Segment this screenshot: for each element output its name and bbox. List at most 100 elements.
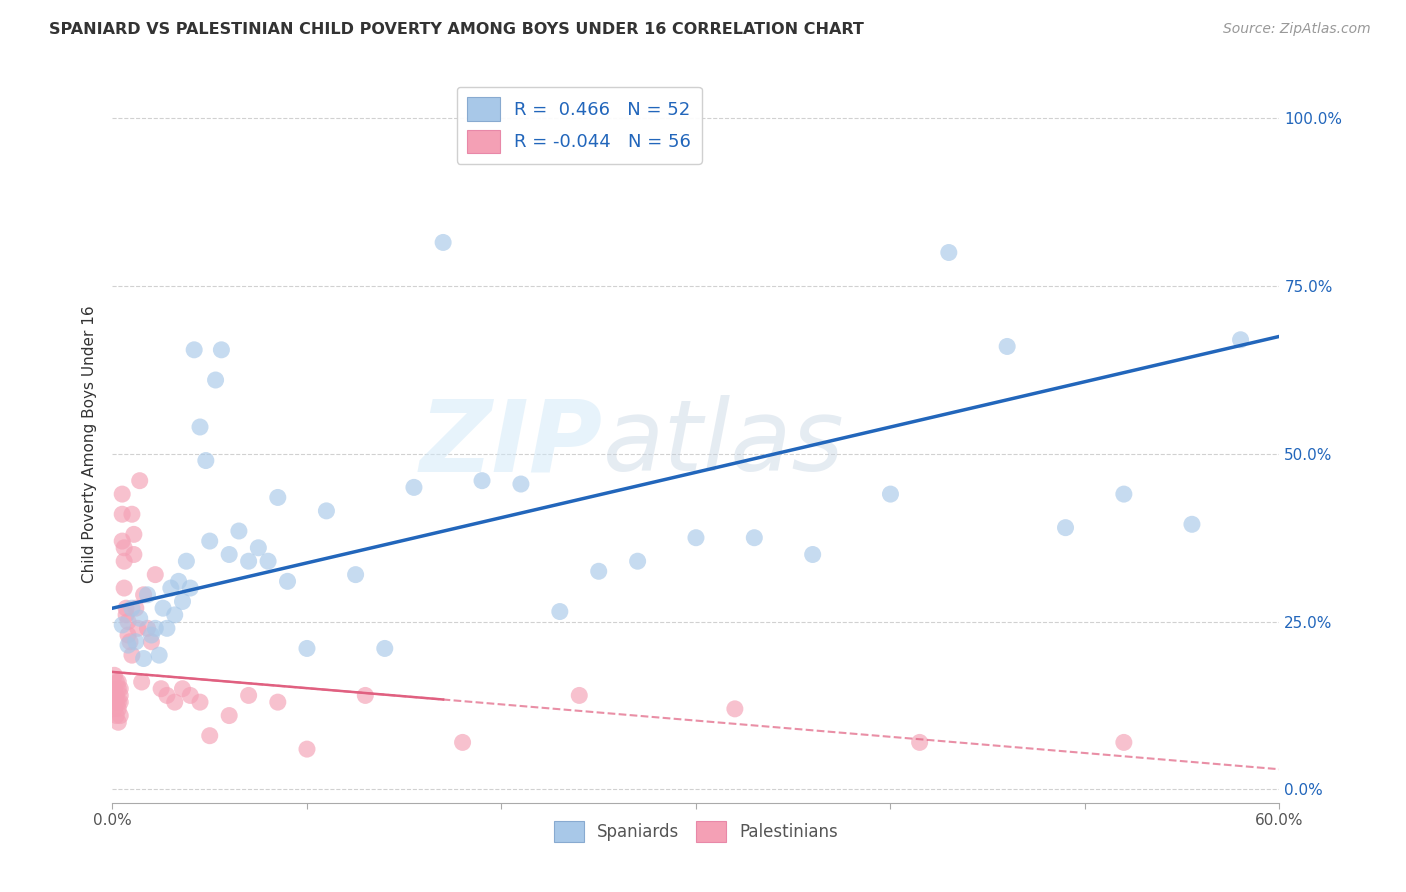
Point	[121, 601, 143, 615]
Point	[344, 567, 367, 582]
Point	[267, 695, 290, 709]
Point	[141, 628, 163, 642]
Point	[156, 689, 179, 703]
Point	[141, 634, 163, 648]
Point	[471, 474, 494, 488]
Point	[103, 681, 125, 696]
Point	[257, 554, 280, 568]
Point	[105, 689, 128, 703]
Point	[172, 681, 194, 696]
Point	[110, 689, 132, 703]
Point	[110, 681, 132, 696]
Point	[121, 507, 143, 521]
Point	[105, 675, 128, 690]
Point	[938, 245, 960, 260]
Text: Source: ZipAtlas.com: Source: ZipAtlas.com	[1223, 22, 1371, 37]
Point	[115, 601, 138, 615]
Point	[143, 621, 166, 635]
Point	[179, 689, 201, 703]
Point	[148, 648, 170, 662]
Point	[136, 588, 159, 602]
Point	[879, 487, 901, 501]
Point	[107, 675, 129, 690]
Point	[136, 621, 159, 635]
Point	[107, 702, 129, 716]
Point	[1112, 487, 1135, 501]
Point	[228, 524, 250, 538]
Point	[801, 548, 824, 562]
Point	[107, 695, 129, 709]
Point	[267, 491, 290, 505]
Point	[176, 554, 198, 568]
Point	[198, 534, 221, 549]
Point	[588, 564, 610, 578]
Point	[908, 735, 931, 749]
Point	[218, 708, 240, 723]
Point	[1112, 735, 1135, 749]
Point	[112, 554, 135, 568]
Point	[183, 343, 205, 357]
Legend: Spaniards, Palestinians: Spaniards, Palestinians	[547, 814, 845, 848]
Point	[131, 675, 153, 690]
Point	[107, 715, 129, 730]
Point	[374, 641, 396, 656]
Point	[132, 588, 155, 602]
Point	[247, 541, 270, 555]
Point	[354, 689, 377, 703]
Point	[238, 554, 260, 568]
Point	[724, 702, 747, 716]
Point	[125, 634, 148, 648]
Point	[402, 480, 425, 494]
Point	[127, 621, 149, 635]
Point	[111, 507, 134, 521]
Text: atlas: atlas	[603, 395, 844, 492]
Point	[117, 638, 139, 652]
Point	[198, 729, 221, 743]
Point	[125, 601, 148, 615]
Point	[188, 420, 211, 434]
Point	[451, 735, 474, 749]
Point	[110, 708, 132, 723]
Point	[112, 541, 135, 555]
Point	[121, 648, 143, 662]
Point	[160, 581, 183, 595]
Point	[432, 235, 454, 250]
Point	[163, 695, 186, 709]
Point	[315, 504, 337, 518]
Point	[103, 668, 125, 682]
Point	[112, 581, 135, 595]
Point	[548, 605, 571, 619]
Point	[105, 708, 128, 723]
Point	[103, 702, 125, 716]
Point	[128, 611, 150, 625]
Text: ZIP: ZIP	[419, 395, 603, 492]
Point	[156, 621, 179, 635]
Point	[110, 695, 132, 709]
Point	[128, 474, 150, 488]
Point	[179, 581, 201, 595]
Point	[1054, 521, 1077, 535]
Point	[295, 742, 318, 756]
Point	[209, 343, 232, 357]
Point	[568, 689, 591, 703]
Point	[188, 695, 211, 709]
Point	[238, 689, 260, 703]
Text: SPANIARD VS PALESTINIAN CHILD POVERTY AMONG BOYS UNDER 16 CORRELATION CHART: SPANIARD VS PALESTINIAN CHILD POVERTY AM…	[49, 22, 865, 37]
Point	[1181, 517, 1204, 532]
Point	[218, 548, 240, 562]
Point	[111, 618, 134, 632]
Point	[118, 634, 141, 648]
Point	[117, 628, 139, 642]
Point	[132, 651, 155, 665]
Point	[111, 534, 134, 549]
Point	[115, 607, 138, 622]
Point	[995, 339, 1018, 353]
Point	[509, 477, 531, 491]
Point	[111, 487, 134, 501]
Point	[107, 681, 129, 696]
Point	[152, 601, 174, 615]
Point	[685, 531, 707, 545]
Point	[295, 641, 318, 656]
Point	[276, 574, 298, 589]
Point	[117, 615, 139, 629]
